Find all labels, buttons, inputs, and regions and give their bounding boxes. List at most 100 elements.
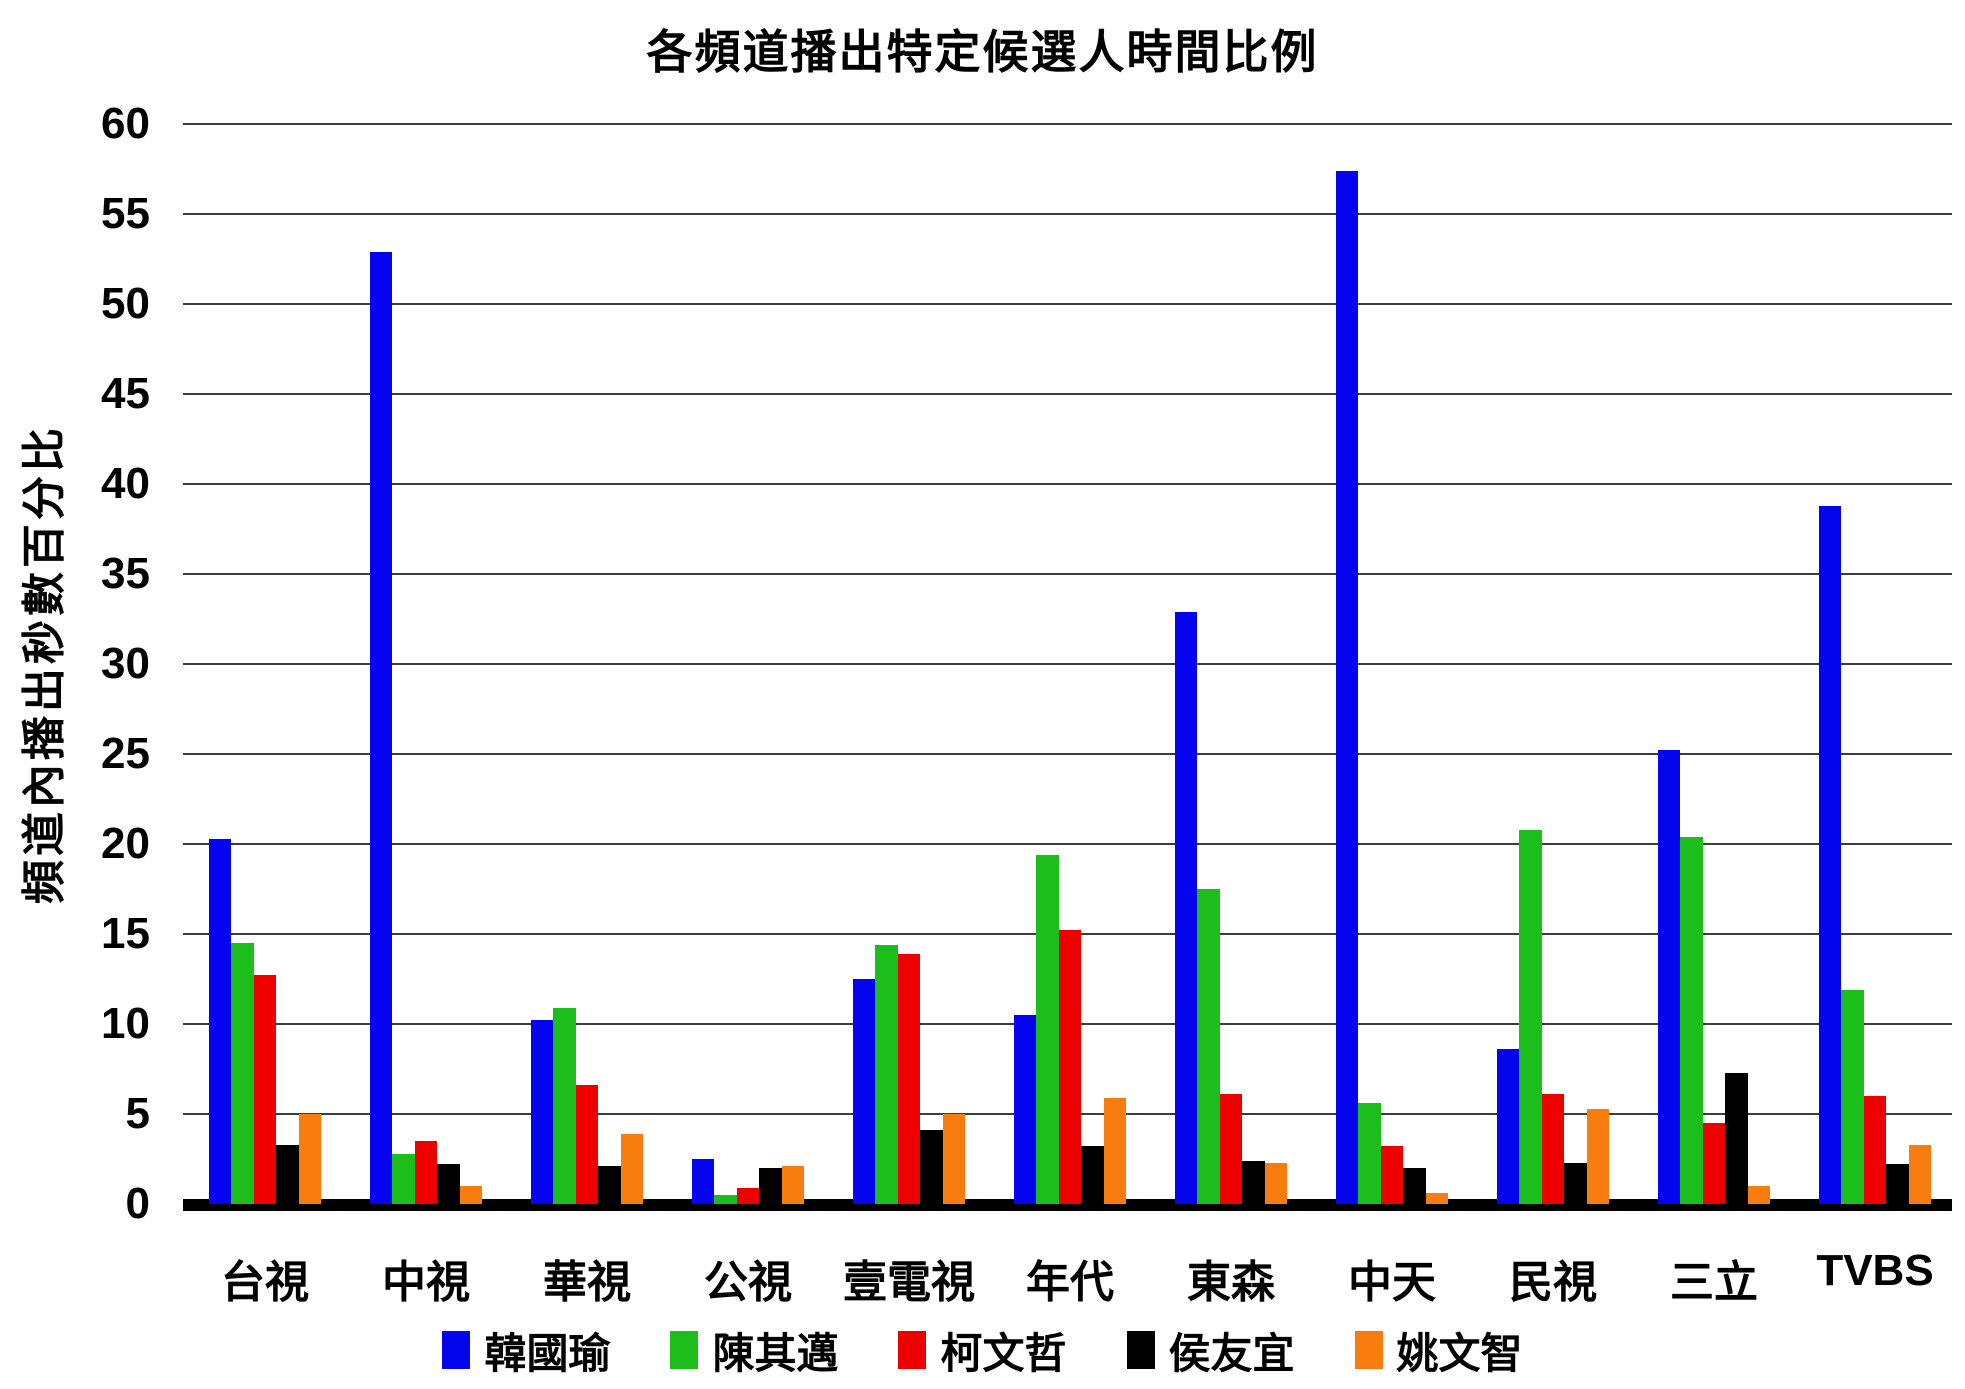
y-tick-25: 25 — [101, 729, 150, 778]
bar-c2-s2 — [575, 1085, 599, 1204]
y-tick-40: 40 — [101, 459, 150, 508]
bar-c9-s0 — [1658, 750, 1681, 1204]
bar-c0-s3 — [276, 1144, 299, 1204]
gridline-60 — [183, 123, 1952, 125]
legend-swatch-1 — [670, 1331, 699, 1369]
bar-c3-s4 — [781, 1166, 804, 1204]
x-label-7: 中天 — [1348, 1258, 1436, 1307]
y-tick-30: 30 — [101, 639, 150, 688]
legend-swatch-2 — [898, 1331, 927, 1369]
gridline-25 — [183, 753, 1952, 755]
bar-c7-s4 — [1425, 1193, 1448, 1204]
legend-swatch-3 — [1126, 1331, 1155, 1369]
bar-c7-s2 — [1380, 1146, 1404, 1204]
gridline-40 — [183, 483, 1952, 485]
legend-item-2: 柯文哲 — [898, 1320, 1067, 1381]
x-label-10: TVBS — [1816, 1246, 1934, 1295]
x-label-9: 三立 — [1670, 1258, 1758, 1307]
x-label-5: 年代 — [1026, 1258, 1114, 1307]
legend-label-2: 柯文哲 — [940, 1329, 1067, 1377]
legend: 韓國瑜 陳其邁 柯文哲 侯友宜 姚文智 — [0, 1320, 1965, 1380]
bar-c3-s1 — [714, 1195, 737, 1204]
bar-c7-s0 — [1336, 170, 1359, 1204]
gridline-50 — [183, 303, 1952, 305]
y-tick-55: 55 — [101, 189, 150, 238]
x-label-4: 壹電視 — [843, 1258, 975, 1307]
gridline-45 — [183, 393, 1952, 395]
x-label-8: 民視 — [1509, 1258, 1597, 1307]
bar-c9-s1 — [1680, 836, 1703, 1204]
legend-swatch-4 — [1354, 1331, 1383, 1369]
x-label-2: 華視 — [543, 1258, 631, 1307]
legend-swatch-0 — [442, 1331, 471, 1369]
bar-c9-s3 — [1725, 1072, 1748, 1204]
y-tick-10: 10 — [101, 999, 150, 1048]
y-tick-5: 5 — [125, 1089, 150, 1138]
bar-c9-s2 — [1702, 1123, 1726, 1204]
bar-c0-s1 — [231, 943, 254, 1204]
bar-c1-s4 — [459, 1186, 482, 1204]
y-tick-0: 0 — [125, 1179, 150, 1228]
bar-c8-s4 — [1586, 1108, 1609, 1204]
bar-c5-s3 — [1081, 1146, 1104, 1204]
legend-item-0: 韓國瑜 — [442, 1320, 610, 1381]
bar-c8-s2 — [1541, 1094, 1565, 1204]
bar-c10-s0 — [1819, 505, 1842, 1204]
gridline-20 — [183, 843, 1952, 845]
gridline-30 — [183, 663, 1952, 665]
bar-c6-s2 — [1219, 1094, 1243, 1204]
legend-label-0: 韓國瑜 — [484, 1329, 611, 1377]
bar-c6-s4 — [1264, 1162, 1287, 1204]
bar-c5-s1 — [1036, 854, 1059, 1204]
y-tick-15: 15 — [101, 909, 150, 958]
bar-c6-s3 — [1242, 1160, 1265, 1204]
bar-c10-s1 — [1841, 989, 1864, 1204]
bar-c10-s3 — [1886, 1164, 1909, 1204]
legend-item-3: 侯友宜 — [1126, 1320, 1295, 1381]
legend-item-4: 姚文智 — [1354, 1320, 1523, 1381]
gridline-55 — [183, 213, 1952, 215]
bar-c5-s0 — [1014, 1015, 1037, 1204]
legend-item-1: 陳其邁 — [670, 1320, 838, 1381]
bar-c3-s2 — [736, 1187, 760, 1204]
bar-c1-s0 — [370, 251, 393, 1204]
bar-c8-s1 — [1519, 829, 1542, 1204]
bar-c4-s1 — [875, 944, 898, 1204]
bar-c6-s0 — [1175, 611, 1198, 1204]
chart-title: 各頻道播出特定候選人時間比例 — [646, 26, 1319, 78]
legend-label-4: 姚文智 — [1396, 1329, 1523, 1377]
y-tick-35: 35 — [101, 549, 150, 598]
bar-c7-s1 — [1358, 1103, 1381, 1204]
x-label-0: 台視 — [221, 1258, 309, 1307]
bar-c7-s3 — [1403, 1168, 1426, 1204]
legend-label-1: 陳其邁 — [712, 1329, 839, 1377]
bar-c5-s2 — [1058, 930, 1082, 1204]
bar-c6-s1 — [1197, 889, 1220, 1204]
bar-c3-s0 — [692, 1159, 715, 1204]
bar-c0-s2 — [253, 975, 277, 1204]
bar-c8-s3 — [1564, 1162, 1587, 1204]
bar-c2-s4 — [620, 1133, 643, 1204]
x-label-6: 東森 — [1187, 1258, 1275, 1307]
bar-c10-s2 — [1863, 1096, 1887, 1204]
bar-c1-s1 — [392, 1153, 415, 1204]
bar-c0-s4 — [298, 1114, 321, 1204]
y-tick-60: 60 — [101, 99, 150, 148]
legend-label-3: 侯友宜 — [1168, 1329, 1295, 1377]
bar-c10-s4 — [1908, 1144, 1931, 1204]
bar-c4-s3 — [920, 1130, 943, 1204]
bar-c2-s0 — [531, 1020, 554, 1204]
x-label-3: 公視 — [704, 1258, 792, 1307]
bar-c1-s2 — [414, 1141, 438, 1204]
bar-c4-s2 — [897, 953, 921, 1204]
bar-c0-s0 — [209, 838, 232, 1204]
bar-c9-s4 — [1747, 1186, 1770, 1204]
bar-c3-s3 — [759, 1168, 782, 1204]
bar-c2-s1 — [553, 1007, 576, 1204]
bar-c5-s4 — [1103, 1097, 1126, 1204]
bar-c1-s3 — [437, 1164, 460, 1204]
y-tick-20: 20 — [101, 819, 150, 868]
bar-c2-s3 — [598, 1166, 621, 1204]
bar-c4-s4 — [942, 1114, 965, 1204]
